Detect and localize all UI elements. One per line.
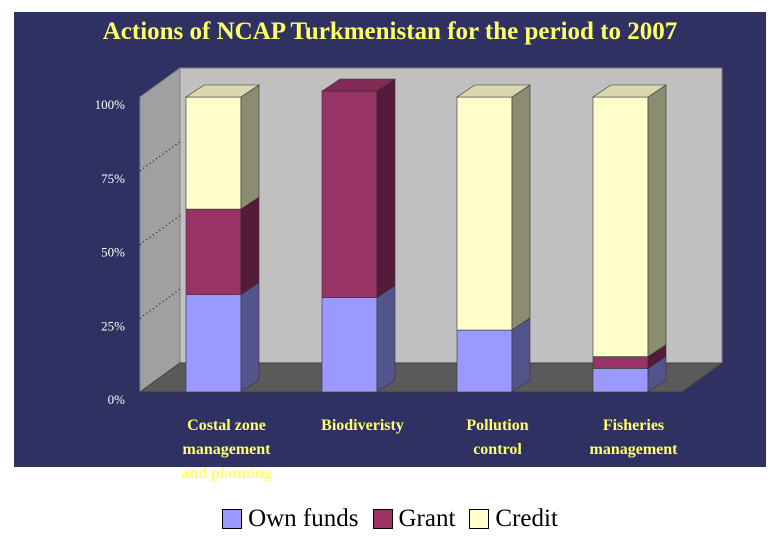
gridline bbox=[139, 141, 181, 172]
x-category-label: Pollution bbox=[466, 417, 528, 434]
y-tick-label: 25% bbox=[101, 318, 125, 333]
y-tick-label: 50% bbox=[101, 245, 125, 260]
x-category-label: and planning bbox=[181, 465, 271, 482]
y-axis: 0% 25% 50% 75% 100% bbox=[95, 97, 181, 407]
x-category-label: Costal zone bbox=[187, 417, 266, 434]
legend-item-credit: Credit bbox=[469, 505, 558, 533]
legend-item-own-funds: Own funds bbox=[222, 505, 359, 533]
bar-segment-credit bbox=[456, 84, 531, 331]
legend-label: Own funds bbox=[248, 505, 359, 532]
chart-title: Actions of NCAP Turkmenistan for the per… bbox=[102, 18, 678, 45]
legend-swatch bbox=[222, 509, 243, 529]
legend-label: Credit bbox=[495, 505, 558, 532]
chart-plot: 0% 25% 50% 75% 100% Costal zone management and… bbox=[95, 67, 724, 482]
legend: Own funds Grant Credit bbox=[0, 505, 780, 533]
chart-bars bbox=[185, 78, 667, 393]
bar-segment-credit bbox=[185, 84, 260, 210]
bar-segment-own-funds bbox=[456, 317, 531, 393]
legend-swatch bbox=[372, 509, 393, 529]
x-category-label: Biodiveristy bbox=[321, 417, 404, 434]
gridline bbox=[139, 215, 181, 245]
y-tick-label: 0% bbox=[108, 392, 126, 407]
legend-label: Grant bbox=[398, 505, 456, 532]
bar-segment-grant bbox=[321, 78, 396, 299]
bar-segment-own-funds bbox=[592, 355, 667, 393]
bar-segment-own-funds bbox=[185, 282, 260, 393]
bar-segment-credit bbox=[592, 84, 667, 358]
bar-segment-grant bbox=[185, 196, 260, 296]
x-category-label: management bbox=[183, 441, 272, 458]
x-axis: Costal zone management and planning Biodive… bbox=[181, 417, 678, 482]
bar-segment-own-funds bbox=[321, 285, 396, 393]
gridline bbox=[139, 288, 181, 319]
x-category-label: control bbox=[473, 441, 522, 458]
legend-swatch bbox=[469, 509, 490, 529]
x-category-label: Fisheries bbox=[603, 417, 664, 434]
y-tick-label: 75% bbox=[101, 171, 125, 186]
x-category-label: management bbox=[590, 441, 679, 458]
legend-item-grant: Grant bbox=[372, 505, 456, 533]
y-tick-label: 100% bbox=[95, 97, 126, 112]
